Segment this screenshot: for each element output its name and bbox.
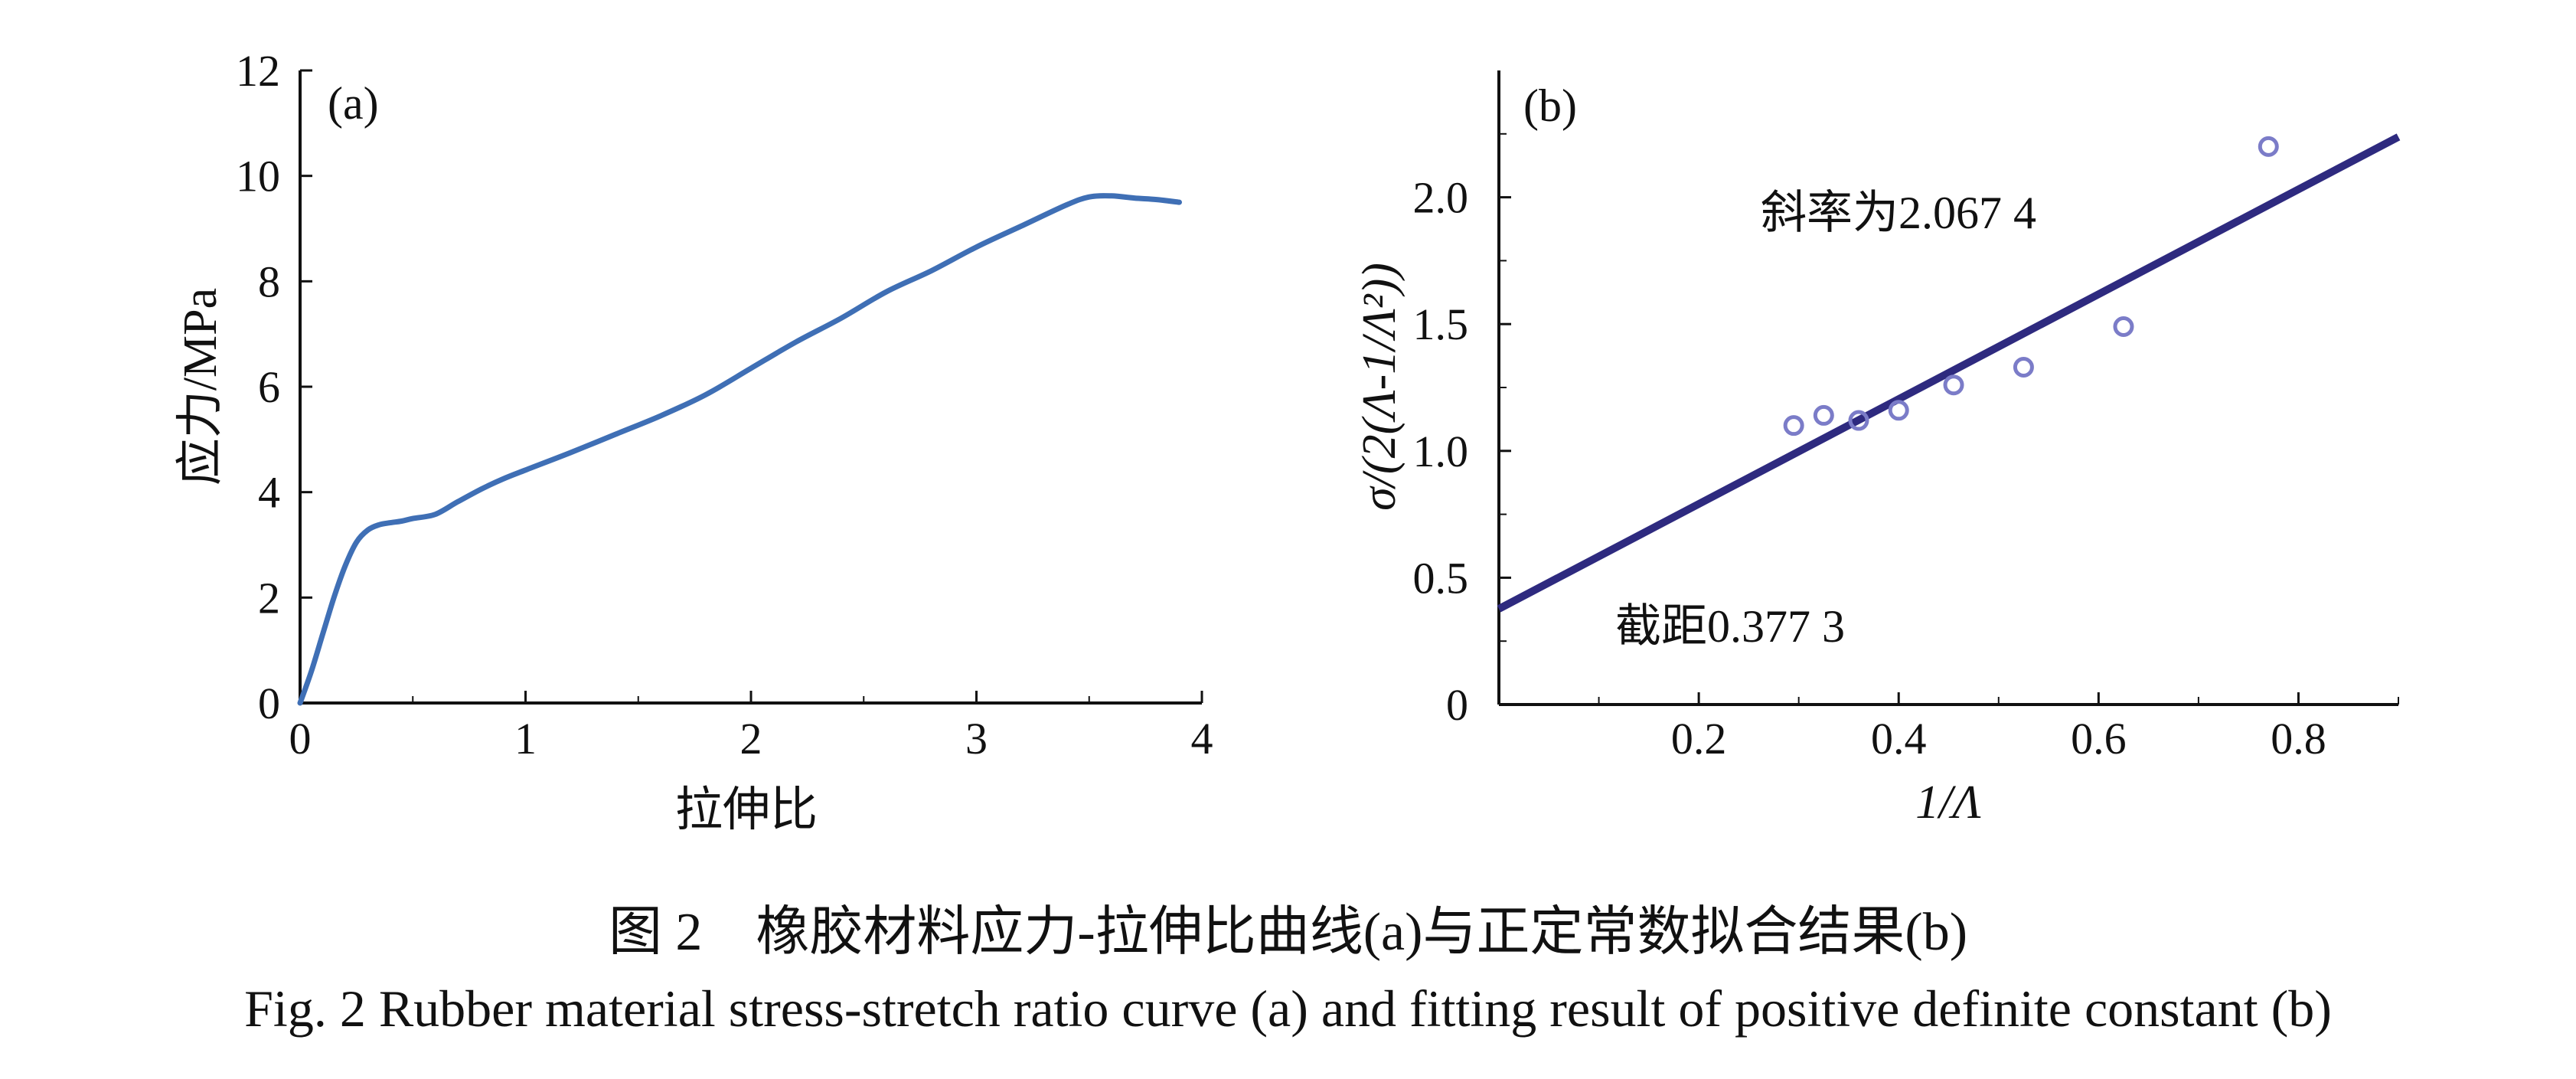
chart-b-x-axis-title: 1/Λ	[1915, 777, 1981, 829]
chart-b-y-tick-label: 0	[1446, 680, 1468, 730]
chart-b-data-point	[2113, 316, 2134, 338]
chart-b-data-point	[2258, 136, 2279, 157]
figure-caption-chinese: 图 2 橡胶材料应力-拉伸比曲线(a)与正定常数拟合结果(b)	[608, 903, 1968, 962]
chart-a-y-tick-label: 0	[258, 678, 280, 728]
chart-a-y-tick-label: 2	[258, 573, 280, 623]
chart-b-x-tick-label: 0.6	[2071, 714, 2127, 763]
chart-a-y-tick-label: 4	[258, 468, 280, 518]
chart-b-y-tick-label: 2.0	[1413, 173, 1469, 223]
chart-a-x-tick-label: 1	[514, 714, 537, 763]
chart-a-x-tick-label: 3	[965, 714, 988, 763]
chart-b-y-tick-label: 1.5	[1413, 299, 1469, 349]
chart-b-y-axis-title: σ/(2(Λ-1/Λ²))	[1353, 263, 1406, 511]
chart-a-y-tick-label: 10	[236, 152, 280, 201]
chart-a-x-tick-label: 0	[289, 714, 312, 763]
chart-b-slope-annotation: 斜率为2.067 4	[1761, 188, 2036, 238]
chart-a-stress-curve	[297, 193, 1182, 706]
chart-a-y-tick-label: 8	[258, 257, 280, 306]
chart-b-fit-line	[1497, 133, 2401, 613]
chart-a-x-tick-label: 4	[1191, 714, 1213, 763]
chart-b-data-point	[1848, 410, 1869, 431]
chart-a-y-tick-label: 12	[236, 46, 280, 96]
chart-a-x-tick-label: 2	[740, 714, 762, 763]
chart-a-panel-label: (a)	[328, 78, 379, 129]
chart-b-data-point	[1783, 415, 1804, 437]
chart-b: 0.2 0.4 0.6 0.8 0 0.5 1.0 1.5 2.0 (b) 斜率为2.067 4…	[1353, 70, 2401, 829]
chart-a-y-axis-title: 应力/MPa	[175, 288, 227, 486]
figure-caption-english: Fig. 2 Rubber material stress-stretch ra…	[244, 979, 2332, 1038]
chart-b-panel-label: (b)	[1523, 80, 1577, 131]
chart-b-x-tick-label: 0.4	[1871, 714, 1927, 763]
chart-b-data-point	[1943, 374, 1964, 396]
chart-b-y-tick-label: 0.5	[1413, 553, 1469, 603]
chart-b-intercept-annotation: 截距0.377 3	[1615, 601, 1845, 652]
chart-b-data-point	[1888, 400, 1909, 421]
chart-b-x-tick-label: 0.8	[2271, 714, 2326, 763]
chart-b-y-tick-label: 1.0	[1413, 427, 1469, 476]
chart-a-y-tick-label: 6	[258, 362, 280, 412]
chart-a-x-axis-title: 拉伸比	[675, 784, 818, 836]
chart-b-data-point	[2013, 357, 2034, 378]
chart-b-x-tick-label: 0.2	[1671, 714, 1727, 763]
chart-b-data-point	[1813, 404, 1834, 426]
